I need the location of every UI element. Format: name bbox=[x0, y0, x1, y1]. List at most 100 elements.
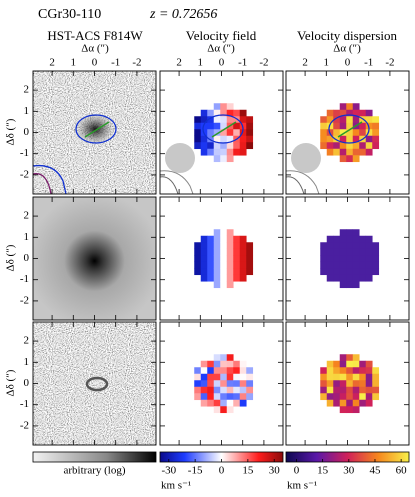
map-pixel bbox=[339, 281, 347, 289]
map-pixel bbox=[339, 367, 347, 375]
map-pixel bbox=[365, 235, 373, 243]
map-pixel bbox=[239, 129, 247, 137]
major-axis bbox=[337, 121, 363, 138]
map-pixel bbox=[233, 367, 241, 375]
map-pixel bbox=[220, 360, 228, 368]
map-pixel bbox=[365, 261, 373, 269]
map-pixel bbox=[194, 242, 202, 250]
map-pixel bbox=[372, 122, 380, 130]
map-pixel bbox=[226, 281, 234, 289]
beam bbox=[291, 143, 321, 173]
map-pixel bbox=[326, 360, 334, 368]
map-pixel bbox=[372, 386, 380, 394]
map-pixel bbox=[200, 367, 208, 375]
map-pixel bbox=[326, 380, 334, 388]
x-axis-label: Δα (″) bbox=[81, 43, 109, 55]
map-pixel bbox=[365, 274, 373, 282]
colorbar: arbitrary (log) bbox=[32, 451, 157, 477]
map-pixel bbox=[320, 367, 328, 375]
map-pixel bbox=[226, 235, 234, 243]
map-pixel bbox=[207, 367, 215, 375]
map-pixel bbox=[352, 380, 360, 388]
map-pixel bbox=[233, 148, 241, 156]
map-pixel bbox=[213, 354, 221, 362]
map-pixel bbox=[220, 380, 228, 388]
map-pixel bbox=[226, 274, 234, 282]
map-pixel bbox=[207, 135, 215, 143]
map-pixel bbox=[220, 373, 228, 381]
map-pixel bbox=[346, 393, 354, 401]
map-pixel bbox=[352, 142, 360, 150]
map-pixel bbox=[365, 268, 373, 276]
map-pixel bbox=[226, 248, 234, 256]
map-pixel bbox=[365, 360, 373, 368]
map-pixel bbox=[239, 242, 247, 250]
map-pixel bbox=[346, 367, 354, 375]
map-pixel bbox=[213, 386, 221, 394]
map-pixel bbox=[194, 248, 202, 256]
map-pixel bbox=[372, 393, 380, 401]
contour bbox=[159, 170, 194, 195]
map-pixel bbox=[346, 380, 354, 388]
map-pixel bbox=[220, 393, 228, 401]
map-pixel bbox=[213, 129, 221, 137]
map-pixel bbox=[359, 122, 367, 130]
map-pixel bbox=[239, 235, 247, 243]
map-pixel bbox=[194, 373, 202, 381]
map-pixel bbox=[333, 360, 341, 368]
map-pixel bbox=[333, 248, 341, 256]
map-pixel bbox=[226, 103, 234, 111]
map-pixel bbox=[226, 109, 234, 117]
map-pixel bbox=[320, 135, 328, 143]
y-tick-label: 2 bbox=[24, 210, 30, 222]
map-pixel bbox=[346, 116, 354, 124]
map-pixel bbox=[339, 360, 347, 368]
map-pixel bbox=[220, 274, 228, 282]
beam bbox=[165, 143, 195, 173]
x-tick-label: 2 bbox=[49, 57, 55, 69]
map-pixel bbox=[352, 135, 360, 143]
map-pixel bbox=[326, 242, 334, 250]
map-pixel bbox=[226, 229, 234, 237]
map-pixel bbox=[326, 116, 334, 124]
map-pixel bbox=[333, 399, 341, 407]
map-pixel bbox=[339, 103, 347, 111]
map-pixel bbox=[365, 373, 373, 381]
map-pixel bbox=[246, 242, 254, 250]
map-pixel bbox=[339, 122, 347, 130]
redshift: z = 0.72656 bbox=[149, 7, 217, 22]
map-pixel bbox=[200, 386, 208, 394]
map-pixel bbox=[220, 406, 228, 414]
y-tick-label: -2 bbox=[20, 294, 29, 306]
map-pixel bbox=[246, 373, 254, 381]
map-pixel bbox=[226, 116, 234, 124]
colorbar: -30 -15 0 15 30 km s⁻¹ bbox=[159, 451, 284, 492]
map-pixel bbox=[320, 386, 328, 394]
map-pixel bbox=[200, 393, 208, 401]
map-pixel bbox=[352, 235, 360, 243]
map-pixel bbox=[339, 135, 347, 143]
map-pixel bbox=[359, 274, 367, 282]
map-pixel bbox=[220, 135, 228, 143]
panel: 2 1 0 -1 -2 bbox=[159, 57, 284, 195]
map-pixel bbox=[207, 148, 215, 156]
map-pixel bbox=[365, 386, 373, 394]
x-tick-label: 1 bbox=[71, 57, 77, 69]
map-pixel bbox=[359, 268, 367, 276]
map-pixel bbox=[213, 373, 221, 381]
y-tick-label: 0 bbox=[24, 126, 30, 138]
map-pixel bbox=[226, 268, 234, 276]
map-pixel bbox=[200, 274, 208, 282]
map-pixel bbox=[339, 109, 347, 117]
map-pixel bbox=[194, 255, 202, 263]
map-pixel bbox=[333, 373, 341, 381]
map-pixel bbox=[207, 261, 215, 269]
map-pixel bbox=[346, 360, 354, 368]
map-pixel bbox=[239, 255, 247, 263]
map-pixel bbox=[239, 261, 247, 269]
map-pixel bbox=[352, 393, 360, 401]
map-pixel bbox=[346, 261, 354, 269]
map-pixel bbox=[365, 142, 373, 150]
map-pixel bbox=[359, 380, 367, 388]
map-pixel bbox=[200, 255, 208, 263]
